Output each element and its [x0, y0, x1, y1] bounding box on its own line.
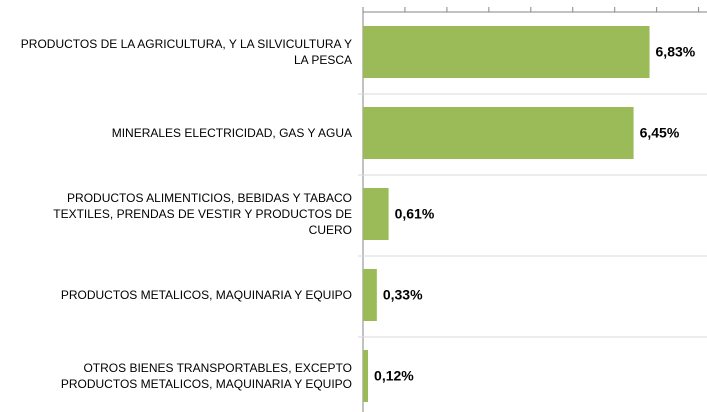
category-label: PRODUCTOS DE LA AGRICULTURA, Y LA SILVIC…: [20, 37, 352, 67]
bar: [363, 269, 377, 321]
bar: [363, 350, 369, 402]
value-label: 0,33%: [383, 287, 423, 303]
category-label: MINERALES ELECTRICIDAD, GAS Y AGUA: [111, 126, 352, 140]
value-label: 0,61%: [395, 206, 435, 222]
value-label: 6,83%: [656, 44, 696, 60]
value-label: 6,45%: [640, 125, 680, 141]
value-label: 0,12%: [374, 368, 414, 384]
bar: [363, 107, 634, 159]
category-label: PRODUCTOS ALIMENTICIOS, BEBIDAS Y TABACO…: [53, 191, 352, 237]
bar: [363, 188, 389, 240]
category-label: OTROS BIENES TRANSPORTABLES, EXCEPTO PRO…: [60, 361, 352, 391]
bar: [363, 26, 650, 78]
category-label: PRODUCTOS METALICOS, MAQUINARIA Y EQUIPO: [60, 288, 352, 302]
